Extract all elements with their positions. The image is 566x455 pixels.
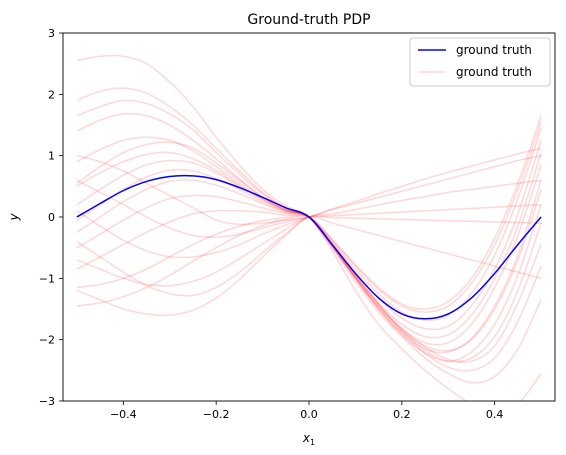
x-tick-label: 0.4 xyxy=(486,408,504,421)
legend: ground truth ground truth xyxy=(409,37,551,87)
x-tick-label: −0.2 xyxy=(203,408,230,421)
x-tick-label: 0.0 xyxy=(300,408,318,421)
x-axis-label-base: x xyxy=(302,431,311,445)
y-axis-ticks: −3 −2 −1 0 1 2 3 xyxy=(39,27,63,408)
chart-title: Ground-truth PDP xyxy=(247,12,370,28)
legend-label-red: ground truth xyxy=(456,65,532,79)
y-tick-label: 3 xyxy=(48,27,55,40)
ground-truth-curve xyxy=(76,174,542,320)
x-tick-label: −0.4 xyxy=(110,408,137,421)
y-tick-label: −3 xyxy=(39,395,55,408)
x-axis-label-subscript: 1 xyxy=(310,438,315,447)
y-tick-label: 1 xyxy=(48,150,55,163)
y-tick-label: −2 xyxy=(39,334,55,347)
y-axis-label: y xyxy=(7,213,21,222)
y-tick-label: 0 xyxy=(48,211,55,224)
y-tick-label: −1 xyxy=(39,272,55,285)
x-axis-ticks: −0.4 −0.2 0.0 0.2 0.4 xyxy=(110,401,503,421)
y-tick-label: 2 xyxy=(48,88,55,101)
x-axis-label: x1 xyxy=(302,431,315,447)
plot-lines xyxy=(76,54,542,401)
legend-label-blue: ground truth xyxy=(456,43,532,57)
x-tick-label: 0.2 xyxy=(393,408,411,421)
